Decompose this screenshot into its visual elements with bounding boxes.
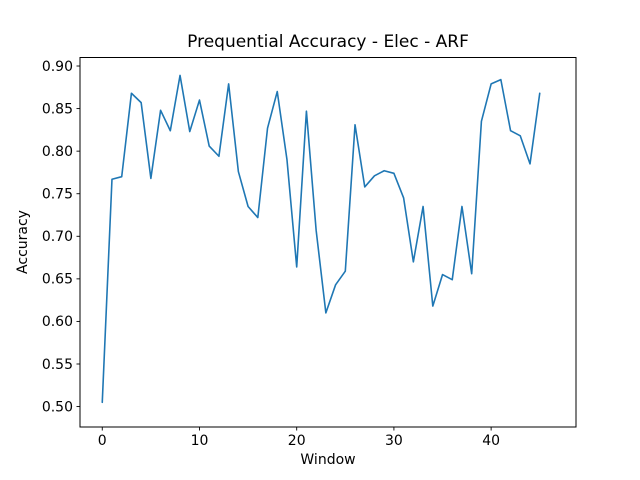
axes-layer: 0 10 20 30 40 0.50 0.55 0.60 0.65 0.70 0.75 0.80 0.8… [42, 57, 577, 449]
y-tick-label: 0.75 [42, 187, 73, 203]
chart-title: Prequential Accuracy - Elec - ARF [187, 32, 469, 52]
data-line [101, 74, 541, 404]
x-tick-label: 30 [385, 433, 403, 449]
y-tick-label: 0.70 [42, 229, 73, 245]
y-tick-label: 0.80 [42, 144, 73, 160]
x-tick-label: 0 [98, 433, 107, 449]
y-tick-label: 0.90 [42, 59, 73, 75]
y-tick-label: 0.50 [42, 399, 73, 415]
y-tick-label: 0.85 [42, 101, 73, 117]
x-tick-label: 20 [288, 433, 306, 449]
x-axis-label: Window [300, 452, 355, 468]
x-tick-label: 40 [482, 433, 500, 449]
x-tick-label: 10 [191, 433, 209, 449]
y-tick-label: 0.65 [42, 272, 73, 288]
y-tick-label: 0.55 [42, 357, 73, 373]
y-axis-label: Accuracy [15, 210, 31, 274]
data-layer [101, 74, 541, 404]
y-tick-label: 0.60 [42, 314, 73, 330]
axes-spines [79, 57, 577, 428]
